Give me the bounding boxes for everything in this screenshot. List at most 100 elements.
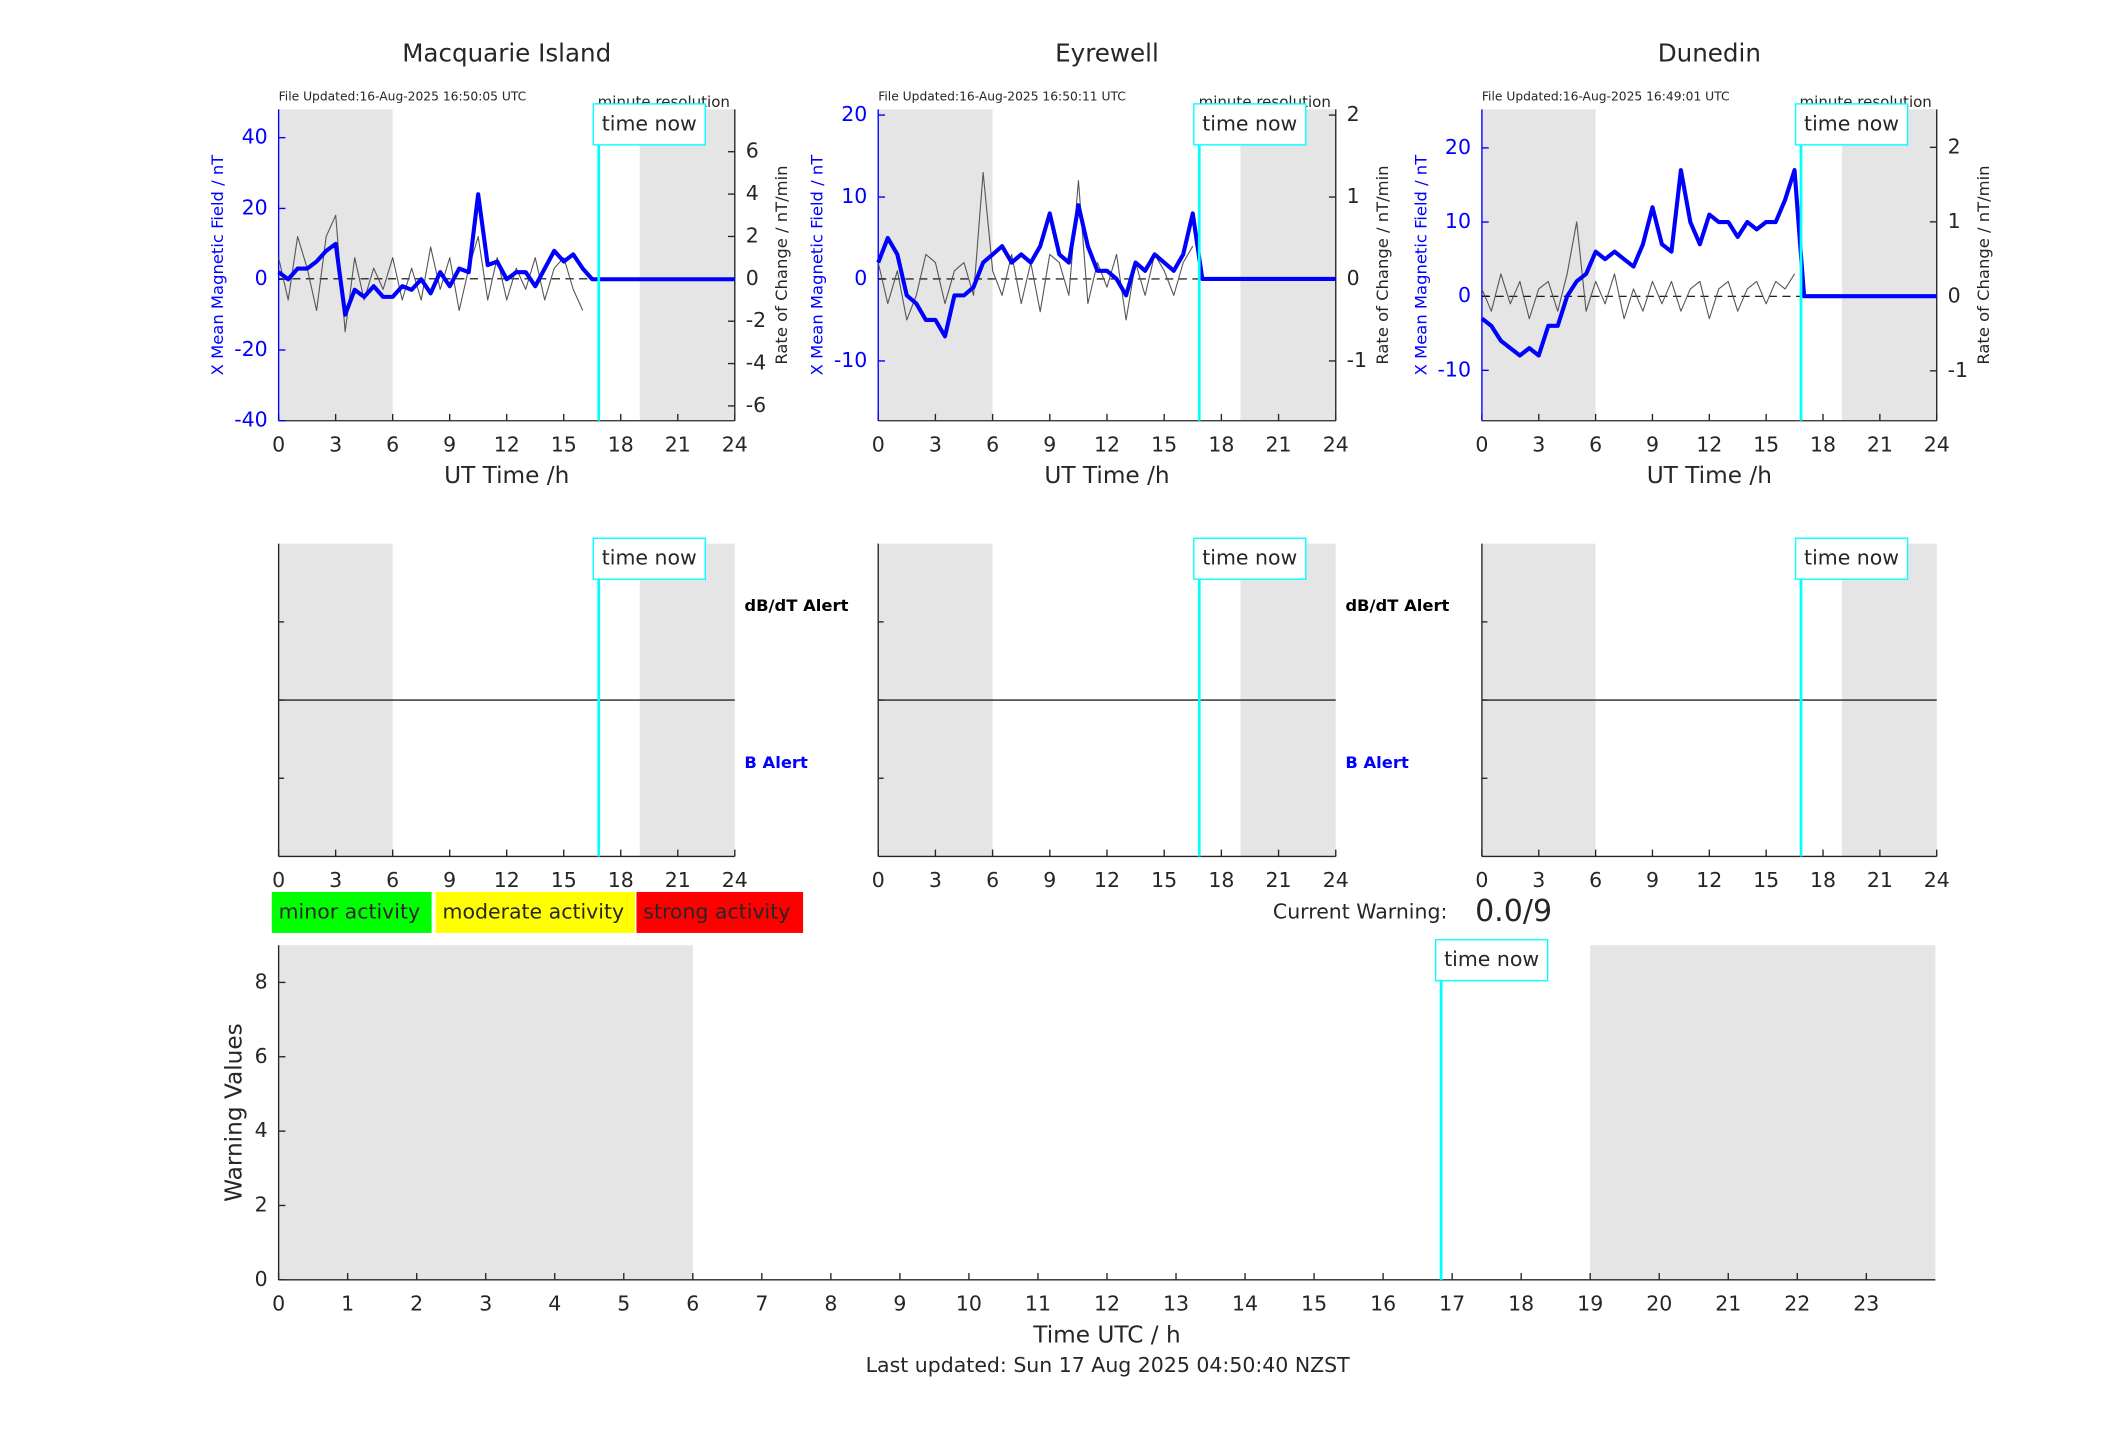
field-line bbox=[876, 203, 1336, 339]
x-tick-label: 17 bbox=[1439, 1291, 1465, 1315]
chart-title: Macquarie Island bbox=[402, 39, 611, 68]
x-tick-label: 12 bbox=[1094, 1291, 1120, 1315]
x-tick-label: 24 bbox=[1924, 868, 1950, 892]
x-tick-label: 3 bbox=[1532, 868, 1545, 892]
y2-tick-label: -4 bbox=[746, 351, 766, 375]
x-axis-label: UT Time /h bbox=[1647, 462, 1772, 489]
x-tick-label: 15 bbox=[1151, 868, 1177, 892]
y-tick-label: 4 bbox=[255, 1118, 268, 1142]
y-tick-label: -10 bbox=[834, 348, 867, 372]
x-tick-label: 18 bbox=[1810, 868, 1836, 892]
current-warning-value: 0.0/9 bbox=[1475, 894, 1552, 929]
x-tick-label: 9 bbox=[443, 432, 456, 456]
x-tick-label: 1 bbox=[341, 1291, 354, 1315]
legend-swatch bbox=[435, 891, 636, 933]
x-tick-label: 0 bbox=[1475, 868, 1488, 892]
y2-tick-label: 1 bbox=[1347, 184, 1360, 208]
file-updated: File Updated:16-Aug-2025 16:50:11 UTC bbox=[878, 90, 1126, 104]
x-tick-label: 12 bbox=[494, 432, 520, 456]
x-tick-label: 12 bbox=[1696, 432, 1722, 456]
alert-label: B Alert bbox=[744, 753, 808, 772]
x-tick-label: 16 bbox=[1370, 1291, 1396, 1315]
time-now-box bbox=[1794, 537, 1909, 580]
x-tick-label: 18 bbox=[1208, 432, 1234, 456]
legend-label: minor activity bbox=[279, 899, 421, 923]
time-now-label: time now bbox=[602, 546, 697, 570]
x-tick-label: 3 bbox=[329, 432, 342, 456]
last-updated: Last updated: Sun 17 Aug 2025 04:50:40 N… bbox=[866, 1353, 1350, 1377]
x-tick-label: 12 bbox=[1094, 432, 1120, 456]
x-tick-label: 18 bbox=[608, 868, 634, 892]
y2-axis-label: Rate of Change / nT/min bbox=[1373, 165, 1392, 364]
x-tick-label: 12 bbox=[1696, 868, 1722, 892]
y-tick-label: 40 bbox=[242, 125, 268, 149]
time-now-box bbox=[1794, 103, 1909, 146]
night-shading bbox=[278, 945, 693, 1280]
y2-axis-label: Rate of Change / nT/min bbox=[1974, 165, 1993, 364]
night-shading bbox=[1841, 109, 1937, 421]
x-tick-label: 0 bbox=[1475, 432, 1488, 456]
x-tick-label: 3 bbox=[479, 1291, 492, 1315]
y-tick-label: 6 bbox=[255, 1044, 268, 1068]
time-now-label: time now bbox=[1202, 111, 1297, 135]
y2-tick-label: -1 bbox=[1347, 348, 1367, 372]
x-tick-label: 7 bbox=[755, 1291, 768, 1315]
y2-tick-label: 4 bbox=[746, 181, 759, 205]
x-tick-label: 22 bbox=[1784, 1291, 1810, 1315]
y2-tick-label: 6 bbox=[746, 139, 759, 163]
time-now-box bbox=[1434, 939, 1549, 982]
y-tick-label: 10 bbox=[1445, 209, 1471, 233]
x-tick-label: 4 bbox=[548, 1291, 561, 1315]
y2-tick-label: 2 bbox=[746, 223, 759, 247]
x-tick-label: 6 bbox=[386, 432, 399, 456]
time-now-label: time now bbox=[1804, 546, 1899, 570]
x-tick-label: 0 bbox=[272, 432, 285, 456]
y2-axis-label: Rate of Change / nT/min bbox=[772, 165, 791, 364]
x-tick-label: 9 bbox=[1646, 868, 1659, 892]
x-tick-label: 12 bbox=[1094, 868, 1120, 892]
alert-label: dB/dT Alert bbox=[744, 596, 848, 615]
x-tick-label: 0 bbox=[272, 1291, 285, 1315]
field-line bbox=[1480, 168, 1937, 358]
night-shading bbox=[1590, 945, 1936, 1280]
x-tick-label: 3 bbox=[1532, 432, 1545, 456]
y-axis-label: Warning Values bbox=[220, 1023, 247, 1202]
x-tick-label: 6 bbox=[986, 868, 999, 892]
legend-swatch bbox=[636, 891, 804, 933]
x-axis-label: UT Time /h bbox=[1044, 462, 1169, 489]
x-axis-label: Time UTC / h bbox=[1032, 1321, 1180, 1348]
x-tick-label: 21 bbox=[1266, 868, 1292, 892]
x-tick-label: 2 bbox=[410, 1291, 423, 1315]
x-tick-label: 9 bbox=[1043, 868, 1056, 892]
rate-line bbox=[877, 171, 1194, 321]
x-tick-label: 15 bbox=[1753, 868, 1779, 892]
x-tick-label: 9 bbox=[893, 1291, 906, 1315]
x-tick-label: 13 bbox=[1163, 1291, 1189, 1315]
night-shading bbox=[639, 109, 735, 421]
y2-tick-label: 0 bbox=[746, 266, 759, 290]
rate-line bbox=[278, 214, 584, 333]
x-tick-label: 24 bbox=[1323, 868, 1349, 892]
night-shading bbox=[1481, 109, 1596, 421]
x-tick-label: 18 bbox=[608, 432, 634, 456]
x-tick-label: 0 bbox=[872, 868, 885, 892]
y2-tick-label: 2 bbox=[1347, 102, 1360, 126]
x-tick-label: 6 bbox=[386, 868, 399, 892]
time-now-label: time now bbox=[1202, 546, 1297, 570]
time-now-box bbox=[1193, 103, 1307, 146]
y-tick-label: -10 bbox=[1438, 357, 1471, 381]
chart-title: Dunedin bbox=[1658, 39, 1761, 68]
legend-label: strong activity bbox=[643, 899, 790, 923]
x-tick-label: 21 bbox=[665, 432, 691, 456]
y-tick-label: 2 bbox=[255, 1192, 268, 1216]
x-tick-label: 15 bbox=[551, 868, 577, 892]
x-tick-label: 3 bbox=[929, 432, 942, 456]
y-tick-label: 0 bbox=[854, 266, 867, 290]
night-shading bbox=[878, 109, 993, 421]
legend-label: moderate activity bbox=[443, 899, 625, 923]
x-tick-label: 15 bbox=[1301, 1291, 1327, 1315]
x-tick-label: 6 bbox=[1589, 868, 1602, 892]
x-tick-label: 21 bbox=[1867, 432, 1893, 456]
